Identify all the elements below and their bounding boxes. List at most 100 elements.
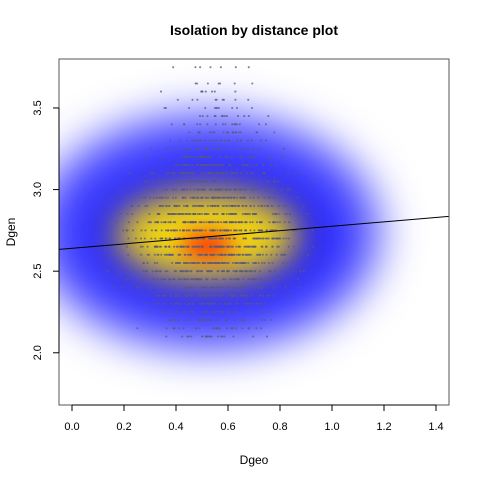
data-point [255,212,258,216]
data-point [184,302,187,305]
data-point [240,286,243,289]
data-point [209,237,212,240]
data-point [234,66,237,69]
data-point [247,98,250,101]
data-point [246,147,249,150]
data-point [202,164,205,167]
data-point [218,245,221,248]
data-point [250,164,253,167]
data-point [187,155,190,158]
data-point [223,115,226,118]
data-point [226,139,229,142]
data-point [121,286,124,289]
data-point [131,204,134,207]
data-point [178,327,181,330]
data-point [146,253,149,256]
data-point [270,253,273,256]
data-point [206,180,209,183]
data-point [259,327,262,330]
data-point [178,204,181,207]
data-point [225,212,228,216]
data-point [225,172,228,175]
data-point [306,253,310,256]
data-point [277,245,280,248]
data-point [195,196,198,199]
data-point [234,212,237,216]
data-point [171,212,174,216]
data-point [255,237,258,240]
data-point [211,278,214,281]
data-point [230,245,233,248]
x-axis: 0.0 0.2 0.4 0.6 0.8 1.0 1.2 1.4 [64,404,444,433]
data-point [187,229,190,232]
data-point [213,245,216,248]
data-point [250,270,253,273]
data-point [229,188,232,191]
data-point [194,229,197,232]
data-point [223,319,227,322]
data-point [203,294,206,297]
data-point [133,196,136,199]
data-point [211,147,214,150]
plot-area [59,66,449,350]
data-point [201,270,204,273]
data-point [196,147,199,150]
data-point [267,261,271,265]
data-point [192,172,195,175]
data-point [224,261,227,265]
data-point [259,139,263,142]
data-point [209,261,213,265]
data-point [259,229,262,232]
data-point [231,155,234,158]
data-point [218,229,222,232]
data-point [220,164,223,167]
data-point [184,172,187,175]
data-point [251,302,254,305]
data-point [241,261,244,265]
data-point [217,204,220,207]
data-point [199,155,202,158]
data-point [163,294,166,297]
data-point [240,229,243,232]
data-point [272,286,275,289]
data-point [216,188,220,191]
data-point [186,221,189,224]
data-point [189,155,192,158]
data-point [177,294,180,297]
data-point [177,180,180,183]
data-point [214,319,217,322]
data-point [209,310,212,314]
data-point [249,155,252,158]
data-point [241,327,244,330]
data-point [196,245,199,248]
data-point [185,147,188,150]
data-point [190,335,193,338]
data-point [277,212,280,216]
data-point [186,180,189,183]
data-point [230,253,233,256]
data-point [208,131,211,134]
data-point [217,294,220,297]
data-point [287,294,290,297]
data-point [217,327,220,330]
data-point [258,286,261,289]
data-point [250,245,253,248]
data-point [142,278,145,281]
data-point [299,270,302,273]
data-point [156,261,159,265]
data-point [173,172,176,175]
data-point [287,245,290,248]
data-point [156,270,159,273]
data-point [193,261,196,265]
data-point [203,237,206,240]
data-point [156,196,159,199]
data-point [183,164,187,167]
data-point [301,229,304,232]
data-point [229,212,232,216]
data-point [218,164,221,167]
data-point [188,261,191,265]
data-point [210,155,213,158]
data-point [231,221,234,224]
data-point [112,286,115,289]
data-point [254,155,257,158]
